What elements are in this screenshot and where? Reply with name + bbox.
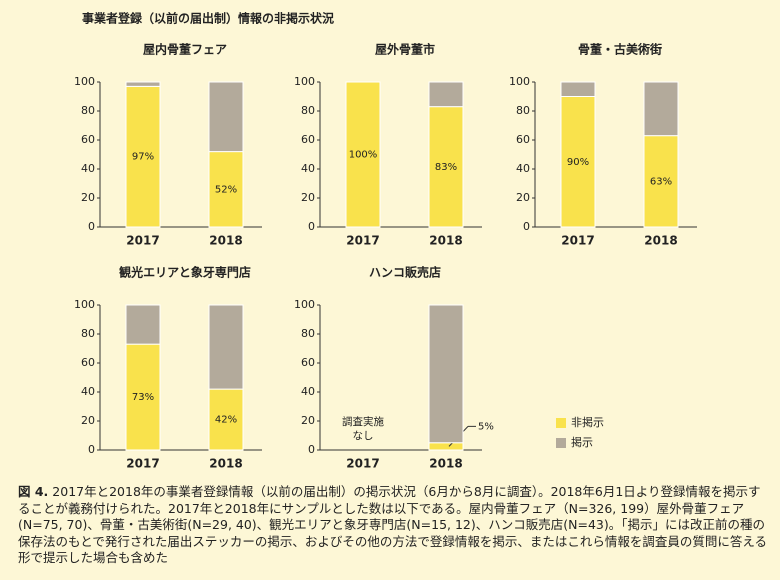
chart: 事業者登録（以前の届出制）情報の非掲示状況 屋内骨董フェア 0 20 40 60 80 10… (74, 11, 697, 471)
annotation: 調査実施 (342, 415, 384, 428)
bar-segment (428, 81, 464, 108)
bar-segment (208, 81, 244, 153)
x-tick-label: 2018 (209, 457, 242, 471)
y-tick-label: 20 (301, 191, 315, 204)
y-tick-label: 100 (294, 298, 315, 311)
y-tick-label: 20 (81, 414, 95, 427)
y-tick-label: 40 (81, 385, 95, 398)
value-label: 63% (650, 176, 672, 187)
legend-swatch (556, 438, 566, 448)
y-tick-label: 0 (88, 220, 95, 233)
bar-segment (560, 81, 596, 97)
bar-segment (428, 304, 464, 444)
y-tick-label: 40 (81, 162, 95, 175)
value-label: 83% (435, 162, 457, 173)
y-tick-label: 80 (81, 327, 95, 340)
panel-title: 骨董・古美術街 (578, 42, 662, 57)
bar-segment (125, 343, 161, 451)
bar-segment (643, 81, 679, 137)
bar-segment (208, 151, 244, 228)
bar-segment (208, 388, 244, 451)
y-tick-label: 100 (74, 75, 95, 88)
y-tick-label: 0 (88, 443, 95, 456)
y-tick-label: 20 (81, 191, 95, 204)
y-tick-label: 20 (516, 191, 530, 204)
x-tick-label: 2018 (209, 234, 242, 248)
panel-title: 屋外骨董市 (375, 42, 435, 57)
bar-segment (125, 304, 161, 345)
y-tick-label: 100 (509, 75, 530, 88)
y-tick-label: 40 (301, 162, 315, 175)
chart-title: 事業者登録（以前の届出制）情報の非掲示状況 (82, 11, 334, 26)
bar-segment (428, 442, 464, 451)
x-tick-label: 2017 (561, 234, 594, 248)
y-tick-label: 80 (301, 327, 315, 340)
value-label: 52% (215, 184, 237, 195)
y-tick-label: 60 (81, 356, 95, 369)
x-tick-label: 2018 (644, 234, 677, 248)
x-tick-label: 2017 (346, 234, 379, 248)
value-label: 90% (567, 157, 589, 168)
bar-segment (208, 304, 244, 390)
x-tick-label: 2018 (429, 234, 462, 248)
y-tick-label: 40 (301, 385, 315, 398)
y-tick-label: 0 (308, 220, 315, 233)
y-tick-label: 60 (516, 133, 530, 146)
y-tick-label: 60 (301, 356, 315, 369)
x-tick-label: 2017 (346, 457, 379, 471)
value-label: 73% (132, 392, 154, 403)
x-tick-label: 2017 (126, 234, 159, 248)
x-tick-label: 2018 (429, 457, 462, 471)
panel-title: ハンコ販売店 (369, 265, 441, 280)
x-tick-label: 2017 (126, 457, 159, 471)
panel-title: 観光エリアと象牙専門店 (119, 265, 251, 280)
y-tick-label: 80 (516, 104, 530, 117)
y-tick-label: 60 (301, 133, 315, 146)
y-tick-label: 0 (308, 443, 315, 456)
legend-label: 掲示 (571, 435, 593, 449)
value-label: 97% (132, 152, 154, 163)
panel-title: 屋内骨董フェア (143, 42, 227, 57)
value-label: 42% (215, 415, 237, 426)
annotation: なし (353, 430, 374, 442)
y-tick-label: 40 (516, 162, 530, 175)
y-tick-label: 20 (301, 414, 315, 427)
y-tick-label: 60 (81, 133, 95, 146)
caption: 図 4. 2017年と2018年の事業者登録情報（以前の届出制）の掲示状況（6月… (18, 484, 768, 567)
value-label: 5% (478, 421, 494, 432)
bar-segment (345, 81, 381, 228)
legend-label: 非掲示 (571, 415, 604, 429)
y-tick-label: 100 (294, 75, 315, 88)
y-tick-label: 100 (74, 298, 95, 311)
bar-segment (125, 81, 161, 87)
y-tick-label: 0 (523, 220, 530, 233)
y-tick-label: 80 (301, 104, 315, 117)
legend-swatch (556, 418, 566, 428)
bar-segment (428, 106, 464, 228)
caption-label: 図 4. (18, 484, 49, 499)
y-tick-label: 80 (81, 104, 95, 117)
value-label: 100% (349, 150, 378, 161)
caption-text: 2017年と2018年の事業者登録情報（以前の届出制）の掲示状況（6月から8月に… (18, 484, 768, 565)
bar-segment (125, 85, 161, 228)
